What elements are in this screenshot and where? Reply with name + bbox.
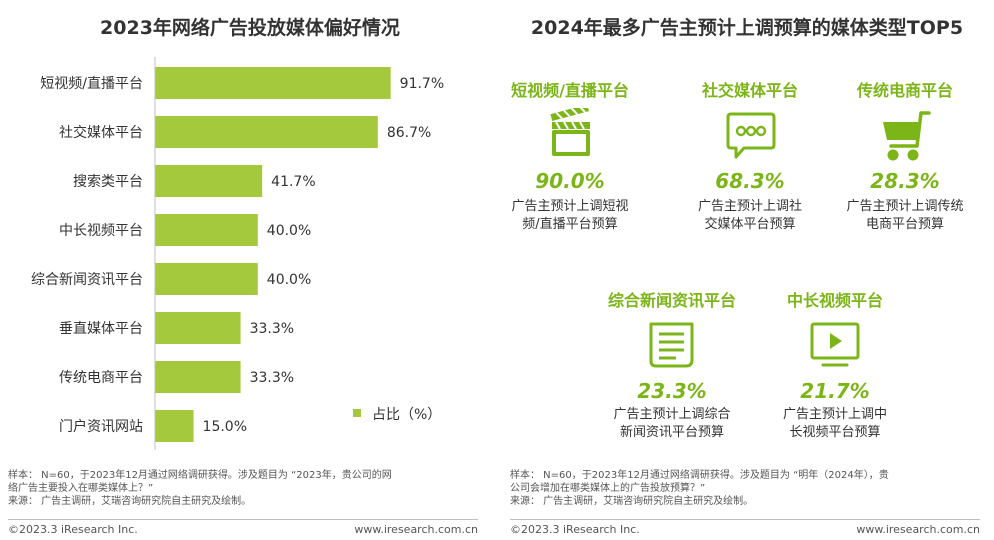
right-chart-title: 2024年最多广告主预计上调预算的媒体类型TOP5 <box>530 17 964 39</box>
value-label: 33.3% <box>250 321 294 337</box>
media-desc-line-1: 广告主预计上调综合 <box>613 407 731 422</box>
media-value: 21.7% <box>800 379 870 403</box>
value-label: 40.0% <box>267 223 311 239</box>
media-card-social: 社交媒体平台 68.3% 广告主预计上调社 交媒体平台预算 <box>675 80 825 234</box>
value-label: 86.7% <box>387 125 431 141</box>
media-desc-line-1: 广告主预计上调社 <box>697 199 802 214</box>
media-card-news: 综合新闻资讯平台 23.3% 广告主预计上调综合 新闻资讯平台预算 <box>592 290 752 442</box>
value-label: 40.0% <box>267 272 311 288</box>
value-label: 41.7% <box>271 174 315 190</box>
media-desc-line-2: 电商平台预算 <box>865 217 944 232</box>
value-label: 91.7% <box>400 76 444 92</box>
left-sample-note: 样本： N=60，于2023年12月通过网络调研获得。涉及题目为 “2023年，… <box>8 469 478 508</box>
bar <box>155 116 378 148</box>
category-label: 短视频/直播平台 <box>40 75 143 92</box>
media-desc: 广告主预计上调综合 新闻资讯平台预算 <box>592 406 752 442</box>
media-desc-line-2: 交媒体平台预算 <box>704 217 796 232</box>
chat-bubble-icon <box>726 112 776 159</box>
media-value: 90.0% <box>535 169 605 193</box>
left-footer-copyright: ©2023.3 iResearch Inc. <box>8 523 138 536</box>
media-desc: 广告主预计上调社 交媒体平台预算 <box>675 198 825 234</box>
category-label: 传统电商平台 <box>59 370 143 386</box>
media-card-short-video: 短视频/直播平台 90.0% 广告主预计上调短视 频/直播平台预算 <box>495 80 645 234</box>
left-sample-line-2: 络广告主要投入在哪类媒体上？” <box>8 483 154 494</box>
left-footer-website: www.iresearch.com.cn <box>354 523 478 536</box>
legend-swatch <box>353 409 361 417</box>
bar <box>155 165 263 197</box>
media-desc-line-2: 新闻资讯平台预算 <box>619 425 724 440</box>
media-name: 社交媒体平台 <box>701 81 798 100</box>
right-sample-note: 样本： N=60，于2023年12月通过网络调研获得。涉及题目为 “明年（202… <box>510 469 980 508</box>
media-name: 综合新闻资讯平台 <box>607 291 736 310</box>
bar <box>155 214 258 246</box>
media-desc-line-1: 广告主预计上调短视 <box>511 199 629 214</box>
value-label: 33.3% <box>250 370 294 386</box>
category-label: 综合新闻资讯平台 <box>31 272 143 288</box>
right-sample-line-1: 样本： N=60，于2023年12月通过网络调研获得。涉及题目为 “明年（202… <box>510 470 889 481</box>
media-value: 28.3% <box>870 169 940 193</box>
clapperboard-icon <box>550 108 590 156</box>
media-card-ecommerce: 传统电商平台 28.3% 广告主预计上调传统 电商平台预算 <box>830 80 980 234</box>
category-label: 垂直媒体平台 <box>59 320 143 337</box>
media-name: 中长视频平台 <box>786 291 883 310</box>
video-play-icon <box>810 322 860 367</box>
left-chart-title: 2023年网络广告投放媒体偏好情况 <box>100 17 400 39</box>
media-value: 23.3% <box>637 379 707 403</box>
media-name: 传统电商平台 <box>856 81 953 100</box>
media-desc: 广告主预计上调短视 频/直播平台预算 <box>495 198 645 234</box>
category-label: 门户资讯网站 <box>59 418 143 435</box>
category-label: 中长视频平台 <box>59 223 143 239</box>
bar <box>155 312 241 344</box>
right-footer-divider <box>510 519 980 520</box>
media-desc: 广告主预计上调中 长视频平台预算 <box>755 406 915 442</box>
bar <box>155 361 241 393</box>
bar <box>155 67 391 99</box>
right-source-line: 来源： 广告主调研，艾瑞咨询研究院自主研究及绘制。 <box>510 496 754 507</box>
newspaper-icon <box>649 322 694 368</box>
media-value: 68.3% <box>715 169 785 193</box>
category-label: 社交媒体平台 <box>59 124 143 141</box>
bar <box>155 410 194 442</box>
media-desc: 广告主预计上调传统 电商平台预算 <box>830 198 980 234</box>
value-label: 15.0% <box>203 419 247 435</box>
media-desc-line-1: 广告主预计上调传统 <box>846 199 964 214</box>
media-desc-line-1: 广告主预计上调中 <box>782 407 887 422</box>
bar <box>155 263 258 295</box>
right-footer-copyright: ©2023.3 iResearch Inc. <box>510 523 640 536</box>
right-footer-website: www.iresearch.com.cn <box>856 523 980 536</box>
media-name: 短视频/直播平台 <box>511 81 629 100</box>
bar-chart: 短视频/直播平台 91.7% 社交媒体平台 86.7% 搜索类平台 41.7% 中长视频平台… <box>31 57 444 450</box>
right-sample-line-2: 公司会增加在哪类媒体上的广告投放预算？” <box>510 483 706 494</box>
left-source-line: 来源： 广告主调研，艾瑞咨询研究院自主研究及绘制。 <box>8 496 252 507</box>
shopping-cart-icon <box>883 111 931 161</box>
category-label: 搜索类平台 <box>73 173 143 190</box>
media-card-long-video: 中长视频平台 21.7% 广告主预计上调中 长视频平台预算 <box>755 290 915 442</box>
left-footer-divider <box>8 519 478 520</box>
legend-label: 占比（%） <box>372 407 441 423</box>
left-sample-line-1: 样本： N=60，于2023年12月通过网络调研获得。涉及题目为 “2023年，… <box>8 470 392 481</box>
media-desc-line-2: 频/直播平台预算 <box>522 217 618 232</box>
media-desc-line-2: 长视频平台预算 <box>789 425 881 440</box>
